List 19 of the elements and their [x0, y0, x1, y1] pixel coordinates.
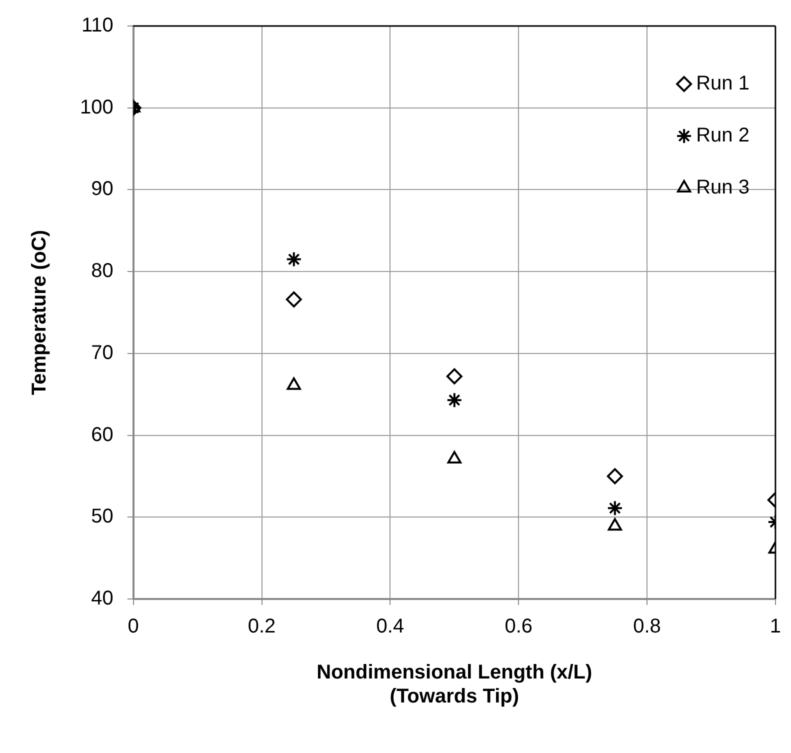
x-tick-label: 0.2 [248, 616, 276, 638]
x-tick-label: 0.4 [376, 616, 404, 638]
x-tick-label: 0.6 [504, 616, 533, 638]
y-tick-label: 100 [80, 96, 114, 118]
y-tick-label: 80 [91, 260, 114, 282]
y-tick-label: 70 [91, 342, 114, 364]
y-axis-title: Temperature (oC) [28, 230, 51, 396]
x-tick-label: 0 [128, 616, 139, 638]
x-tick-label: 1 [770, 616, 781, 638]
x-axis-title: Nondimensional Length (x/L) (Towards Tip) [316, 662, 592, 708]
y-tick-label: 50 [91, 506, 114, 528]
y-tick-label: 40 [91, 588, 114, 610]
legend-label: Run 1 [696, 72, 750, 95]
legend-label: Run 3 [696, 176, 750, 199]
x-tick-label: 0.8 [633, 616, 661, 638]
y-tick-label: 60 [91, 424, 114, 446]
y-tick-label: 110 [81, 14, 114, 37]
legend-label: Run 2 [696, 124, 750, 147]
y-tick-label: 90 [91, 178, 114, 200]
